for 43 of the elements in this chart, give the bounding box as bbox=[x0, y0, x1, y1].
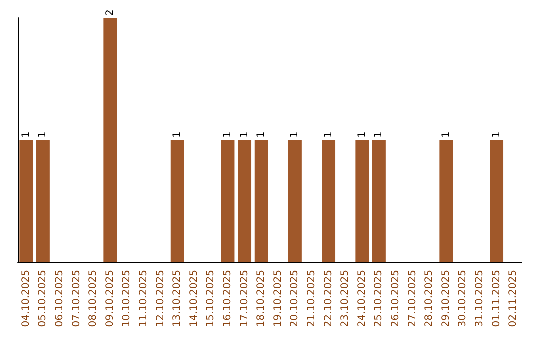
x-tick-label: 01.11.2025 bbox=[491, 270, 502, 328]
x-tick-label: 19.10.2025 bbox=[272, 270, 284, 328]
x-tick-label: 18.10.2025 bbox=[256, 270, 268, 328]
x-tick-label: 16.10.2025 bbox=[222, 270, 234, 328]
data-label: 1 bbox=[20, 132, 32, 138]
data-label: 1 bbox=[222, 132, 234, 138]
data-label: 1 bbox=[491, 132, 502, 138]
x-tick-label: 14.10.2025 bbox=[188, 270, 200, 328]
x-tick-label: 04.10.2025 bbox=[20, 270, 32, 328]
x-tick-label: 27.10.2025 bbox=[407, 270, 418, 328]
data-label: 1 bbox=[256, 132, 268, 138]
data-label: 1 bbox=[172, 132, 184, 138]
x-tick-label: 20.10.2025 bbox=[290, 270, 301, 328]
data-label: 1 bbox=[374, 132, 385, 138]
x-tick-label: 26.10.2025 bbox=[390, 270, 402, 328]
x-tick-label: 23.10.2025 bbox=[340, 270, 352, 328]
data-label: 1 bbox=[38, 132, 49, 138]
x-tick-label: 08.10.2025 bbox=[88, 270, 100, 328]
x-tick-label: 11.10.2025 bbox=[138, 270, 150, 328]
data-label: 1 bbox=[290, 132, 301, 138]
x-tick-label: 02.11.2025 bbox=[508, 270, 520, 328]
x-tick-label: 12.10.2025 bbox=[155, 270, 166, 328]
x-tick-label: 29.10.2025 bbox=[440, 270, 452, 328]
x-tick-label: 17.10.2025 bbox=[239, 270, 250, 328]
x-tick-label: 05.10.2025 bbox=[38, 270, 49, 328]
x-tick-label: 06.10.2025 bbox=[54, 270, 66, 328]
data-label: 1 bbox=[356, 132, 368, 138]
x-tick-label: 24.10.2025 bbox=[356, 270, 368, 328]
data-label: 1 bbox=[323, 132, 334, 138]
x-tick-label: 21.10.2025 bbox=[306, 270, 318, 328]
x-tick-label: 07.10.2025 bbox=[71, 270, 82, 328]
x-tick-label: 31.10.2025 bbox=[474, 270, 486, 328]
x-tick-label: 30.10.2025 bbox=[458, 270, 469, 328]
data-label: 1 bbox=[239, 132, 250, 138]
data-label: 2 bbox=[104, 10, 116, 16]
x-tick-label: 15.10.2025 bbox=[206, 270, 217, 328]
x-tick-label: 09.10.2025 bbox=[104, 270, 116, 328]
data-label: 1 bbox=[440, 132, 452, 138]
x-tick-label: 28.10.2025 bbox=[424, 270, 436, 328]
x-tick-label: 22.10.2025 bbox=[323, 270, 334, 328]
x-tick-label: 25.10.2025 bbox=[374, 270, 385, 328]
x-tick-label: 10.10.2025 bbox=[122, 270, 133, 328]
x-tick-label: 13.10.2025 bbox=[172, 270, 184, 328]
